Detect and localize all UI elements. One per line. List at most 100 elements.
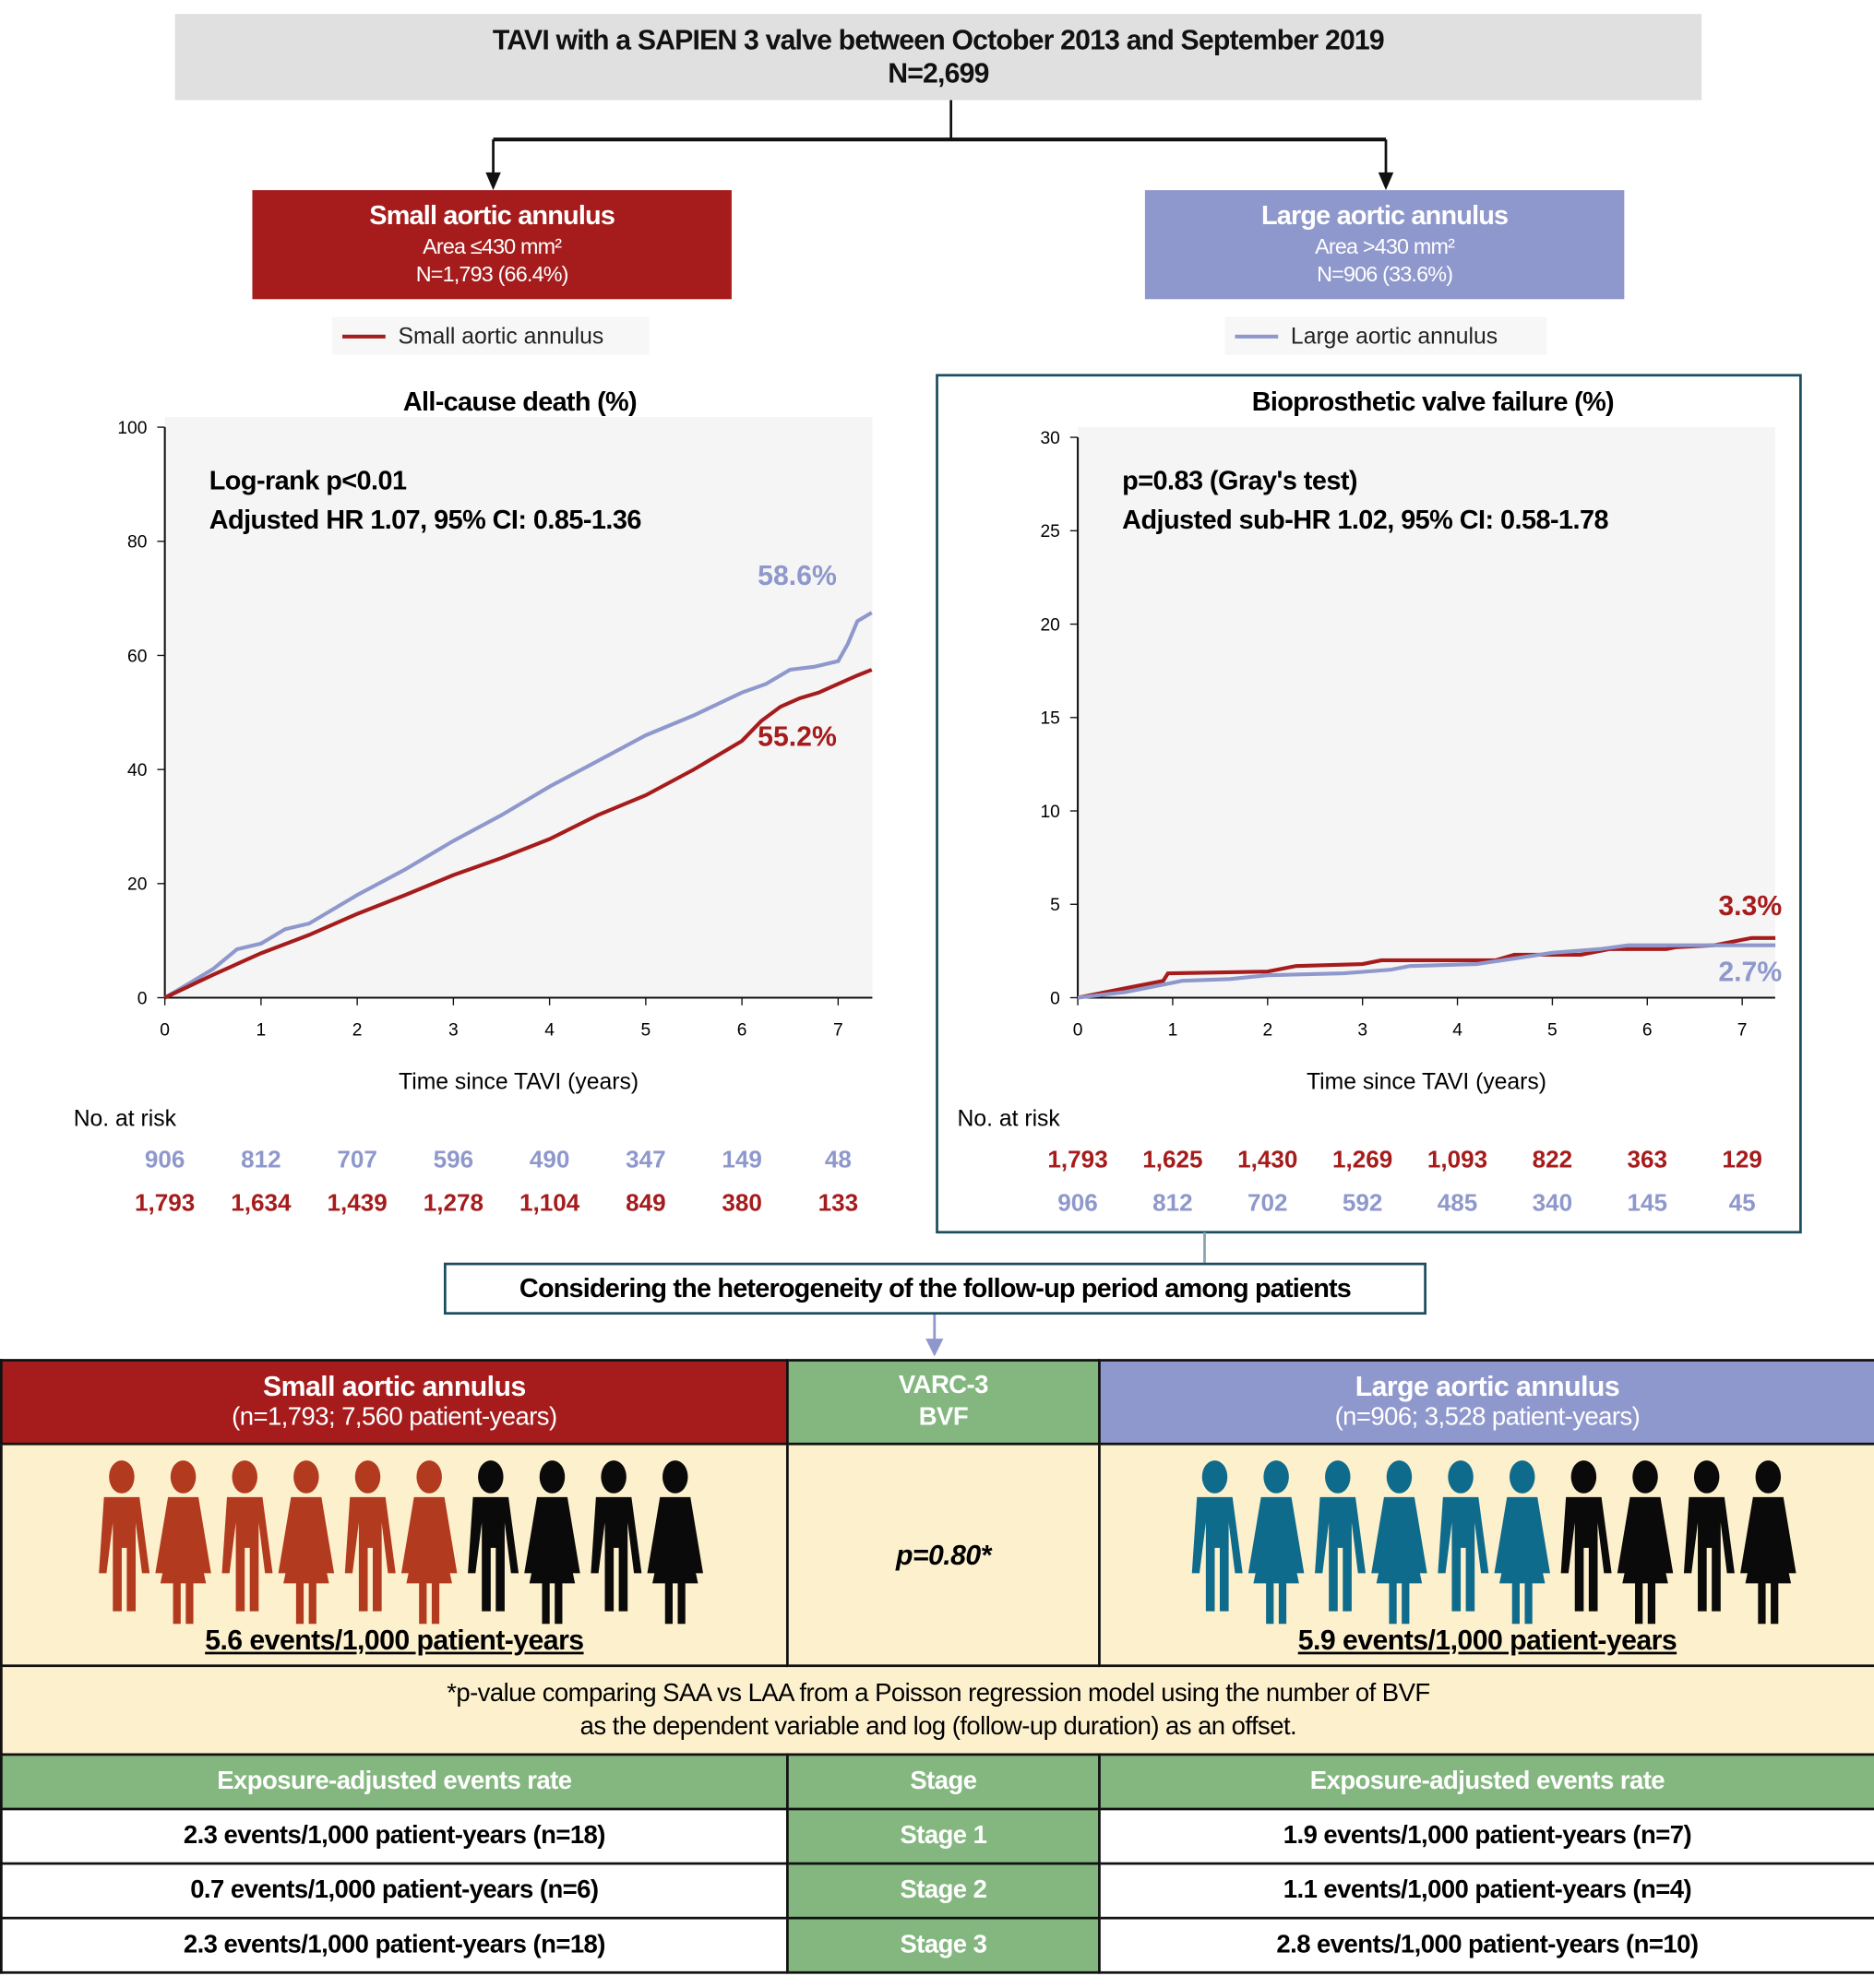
x-axis-label: Time since TAVI (years) xyxy=(1307,1069,1546,1094)
x-tick-label: 7 xyxy=(833,1021,843,1041)
bvf-panel-border xyxy=(936,374,1802,1234)
person-icon xyxy=(221,1459,273,1611)
arrow-down-icon xyxy=(485,172,501,191)
at-risk-label: No. at risk xyxy=(958,1106,1061,1131)
y-tick-label: 100 xyxy=(117,419,147,438)
at-risk-value: 707 xyxy=(337,1146,377,1173)
at-risk-value: 48 xyxy=(825,1146,852,1173)
table-row: 2.3 events/1,000 patient-years (n=18) Sta… xyxy=(0,1807,1874,1865)
large-area: Area >430 mm² xyxy=(1315,234,1455,259)
legend-label: Large aortic annulus xyxy=(1290,322,1498,349)
series-line-2 xyxy=(1077,943,1776,1000)
col-header-right: Exposure-adjusted events rate xyxy=(1098,1753,1874,1811)
x-tick-label: 1 xyxy=(257,1021,267,1041)
flow-connector xyxy=(485,100,1394,191)
x-tick-label: 5 xyxy=(641,1021,651,1041)
cohort-n: N=2,699 xyxy=(888,56,989,89)
at-risk-value: 1,430 xyxy=(1237,1146,1297,1173)
plot-background xyxy=(164,417,873,998)
person-icon xyxy=(99,1459,150,1611)
legend-label: Small aortic annulus xyxy=(398,322,604,349)
legend-small: Small aortic annulus xyxy=(332,316,650,355)
end-value-label: 58.6% xyxy=(758,561,837,591)
at-risk-value: 145 xyxy=(1628,1188,1668,1216)
end-value-label: 2.7% xyxy=(1718,957,1782,987)
at-risk-value: 822 xyxy=(1533,1146,1573,1173)
x-tick-label: 7 xyxy=(1737,1021,1748,1041)
at-risk-value: 1,278 xyxy=(424,1188,483,1216)
small-title: Small aortic annulus xyxy=(369,201,615,232)
at-risk-value: 133 xyxy=(818,1188,859,1216)
at-risk-value: 702 xyxy=(1247,1188,1288,1216)
x-axis-label: Time since TAVI (years) xyxy=(399,1069,639,1094)
arrow-down-icon xyxy=(1378,172,1394,191)
at-risk-value: 1,625 xyxy=(1142,1146,1202,1173)
y-tick-label: 5 xyxy=(1050,896,1060,915)
p-value: p=0.80* xyxy=(786,1442,1101,1668)
person-icon xyxy=(155,1459,211,1624)
col-header-left: Exposure-adjusted events rate xyxy=(0,1753,789,1811)
person-icon xyxy=(1371,1459,1427,1624)
person-icon xyxy=(1315,1459,1367,1611)
people-icon-group xyxy=(1191,1459,1796,1624)
stat-annotation: p=0.83 (Gray's test) xyxy=(1122,466,1357,495)
at-risk-value: 812 xyxy=(1152,1188,1193,1216)
cohort-title: TAVI with a SAPIEN 3 valve between Octob… xyxy=(492,24,1385,56)
people-icon-group xyxy=(99,1459,703,1624)
y-tick-label: 60 xyxy=(127,647,147,666)
plot-background xyxy=(1078,427,1775,998)
heterogeneity-box: Considering the heterogeneity of the fol… xyxy=(443,1262,1426,1315)
at-risk-value: 596 xyxy=(434,1146,474,1173)
at-risk-label: No. at risk xyxy=(74,1106,177,1131)
small-header: Small aortic annulus (n=1,793; 7,560 pati… xyxy=(0,1359,789,1446)
at-risk-value: 490 xyxy=(530,1146,570,1173)
y-tick-label: 25 xyxy=(1040,522,1059,542)
large-n: N=906 (33.6%) xyxy=(1317,262,1453,287)
large-annulus-box: Large aortic annulus Area >430 mm² N=906… xyxy=(1144,190,1625,300)
person-icon xyxy=(1617,1459,1674,1624)
large-people-cell: 5.9 events/1,000 patient-years xyxy=(1098,1442,1874,1668)
small-n: N=1,793 (66.4%) xyxy=(415,262,569,287)
at-risk-value: 1,093 xyxy=(1427,1146,1487,1173)
end-value-label: 3.3% xyxy=(1718,891,1782,922)
at-risk-value: 380 xyxy=(722,1188,762,1216)
at-risk-value: 149 xyxy=(722,1146,762,1173)
x-tick-label: 4 xyxy=(544,1021,555,1041)
cohort-box: TAVI with a SAPIEN 3 valve between Octob… xyxy=(174,14,1702,101)
bvf-chart: Bioprosthetic valve failure (%)051015202… xyxy=(958,387,1783,1216)
at-risk-value: 363 xyxy=(1628,1146,1668,1173)
at-risk-value: 906 xyxy=(145,1146,185,1173)
at-risk-value: 485 xyxy=(1438,1188,1478,1216)
y-tick-label: 20 xyxy=(1040,615,1059,635)
large-header: Large aortic annulus (n=906; 3,528 patien… xyxy=(1098,1359,1874,1446)
at-risk-value: 340 xyxy=(1533,1188,1573,1216)
table-row: 2.3 events/1,000 patient-years (n=18) Sta… xyxy=(0,1916,1874,1974)
stat-annotation: Log-rank p<0.01 xyxy=(209,466,407,495)
all-cause-death-chart: All-cause death (%) 0 20 40 60 80 100 0 1 2 3 4 5 6 7 T… xyxy=(74,387,873,1216)
x-tick-label: 1 xyxy=(1168,1021,1178,1041)
at-risk-value: 1,104 xyxy=(519,1188,580,1216)
small-annulus-box: Small aortic annulus Area ≤430 mm² N=1,7… xyxy=(252,190,732,300)
x-tick-label: 6 xyxy=(1642,1021,1653,1041)
large-rate: 5.9 events/1,000 patient-years xyxy=(1297,1623,1677,1656)
person-icon xyxy=(1494,1459,1550,1624)
person-icon xyxy=(1560,1459,1612,1611)
heterogeneity-connector xyxy=(925,1232,1206,1357)
y-tick-label: 40 xyxy=(127,761,147,780)
x-tick-label: 0 xyxy=(1073,1021,1083,1041)
x-tick-label: 2 xyxy=(1262,1021,1272,1041)
y-tick-label: 30 xyxy=(1040,429,1059,448)
chart-title: Bioprosthetic valve failure (%) xyxy=(1252,387,1614,417)
person-icon xyxy=(1191,1459,1243,1611)
at-risk-value: 849 xyxy=(626,1188,666,1216)
person-icon xyxy=(1683,1459,1735,1611)
x-tick-label: 6 xyxy=(737,1021,747,1041)
x-tick-label: 2 xyxy=(352,1021,363,1041)
footnote: *p-value comparing SAA vs LAA from a Poi… xyxy=(0,1664,1874,1756)
small-rate: 5.6 events/1,000 patient-years xyxy=(205,1623,584,1656)
series-line-2 xyxy=(163,668,873,1000)
person-icon xyxy=(1247,1459,1305,1624)
at-risk-value: 592 xyxy=(1343,1188,1383,1216)
small-area: Area ≤430 mm² xyxy=(423,234,562,259)
at-risk-value: 1,793 xyxy=(1047,1146,1107,1173)
